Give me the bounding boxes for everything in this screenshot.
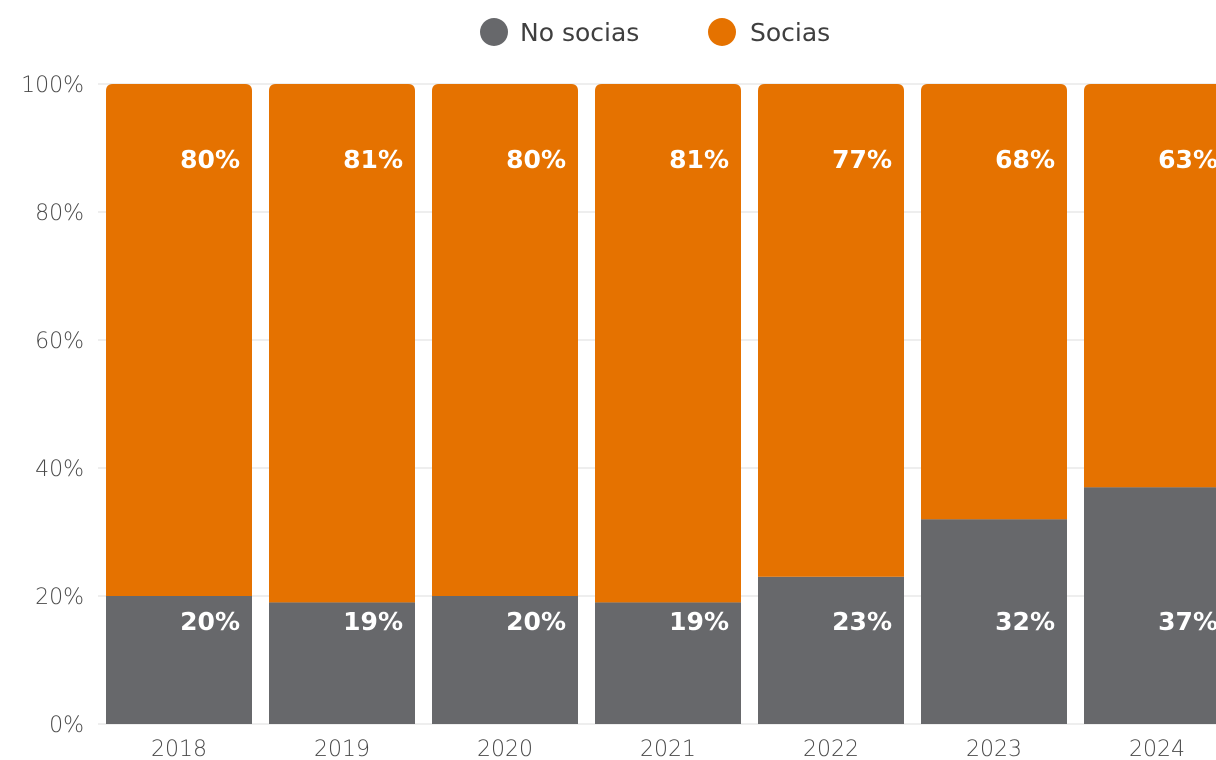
- data-label-socias: 80%: [506, 145, 566, 174]
- y-tick-label: 20%: [35, 585, 84, 610]
- bar-socias[interactable]: [921, 84, 1067, 520]
- legend-item-socias[interactable]: Socias: [708, 18, 830, 47]
- bar-socias[interactable]: [758, 84, 904, 577]
- bar-socias[interactable]: [106, 84, 252, 596]
- data-label-socias: 68%: [995, 145, 1055, 174]
- x-tick-label: 2024: [1129, 737, 1185, 760]
- legend-label-socias: Socias: [750, 18, 830, 47]
- data-label-no-socias: 20%: [506, 607, 566, 636]
- data-label-socias: 77%: [832, 145, 892, 174]
- y-tick-label: 60%: [35, 329, 84, 354]
- data-label-no-socias: 23%: [832, 607, 892, 636]
- data-label-socias: 81%: [343, 145, 403, 174]
- bar-socias[interactable]: [269, 84, 415, 603]
- bar-socias[interactable]: [432, 84, 578, 596]
- legend-swatch-no-socias: [480, 18, 508, 46]
- bar-no-socias[interactable]: [758, 576, 904, 724]
- bar-no-socias[interactable]: [432, 596, 578, 724]
- data-label-no-socias: 19%: [669, 607, 729, 636]
- bar-no-socias[interactable]: [595, 602, 741, 724]
- data-label-socias: 81%: [669, 145, 729, 174]
- bar-no-socias[interactable]: [921, 519, 1067, 724]
- data-label-socias: 80%: [180, 145, 240, 174]
- x-tick-label: 2019: [314, 737, 370, 760]
- data-label-socias: 63%: [1158, 145, 1216, 174]
- bar-no-socias[interactable]: [1084, 487, 1216, 724]
- y-tick-label: 100%: [21, 73, 84, 98]
- y-tick-label: 40%: [35, 457, 84, 482]
- bar-socias[interactable]: [1084, 84, 1216, 488]
- y-axis: 0% 20% 40% 60% 80% 100%: [21, 73, 84, 738]
- x-tick-label: 2022: [803, 737, 859, 760]
- x-tick-label: 2023: [966, 737, 1022, 760]
- legend-item-no-socias[interactable]: No socias: [480, 18, 639, 47]
- x-tick-label: 2020: [477, 737, 533, 760]
- y-tick-label: 0%: [49, 713, 84, 738]
- bars: 80% 20% 81% 19% 80% 20% 81% 19% 77% 23% 68% 32% 63% 3…: [106, 84, 1216, 724]
- y-tick-label: 80%: [35, 201, 84, 226]
- data-label-no-socias: 19%: [343, 607, 403, 636]
- data-label-no-socias: 20%: [180, 607, 240, 636]
- bar-no-socias[interactable]: [269, 602, 415, 724]
- bar-socias[interactable]: [595, 84, 741, 603]
- data-label-no-socias: 32%: [995, 607, 1055, 636]
- x-tick-label: 2018: [151, 737, 207, 760]
- data-label-no-socias: 37%: [1158, 607, 1216, 636]
- x-axis: 2018 2019 2020 2021 2022 2023 2024: [151, 737, 1185, 760]
- legend: No socias Socias: [480, 18, 830, 47]
- legend-label-no-socias: No socias: [520, 18, 639, 47]
- x-tick-label: 2021: [640, 737, 696, 760]
- bar-no-socias[interactable]: [106, 596, 252, 724]
- legend-swatch-socias: [708, 18, 736, 46]
